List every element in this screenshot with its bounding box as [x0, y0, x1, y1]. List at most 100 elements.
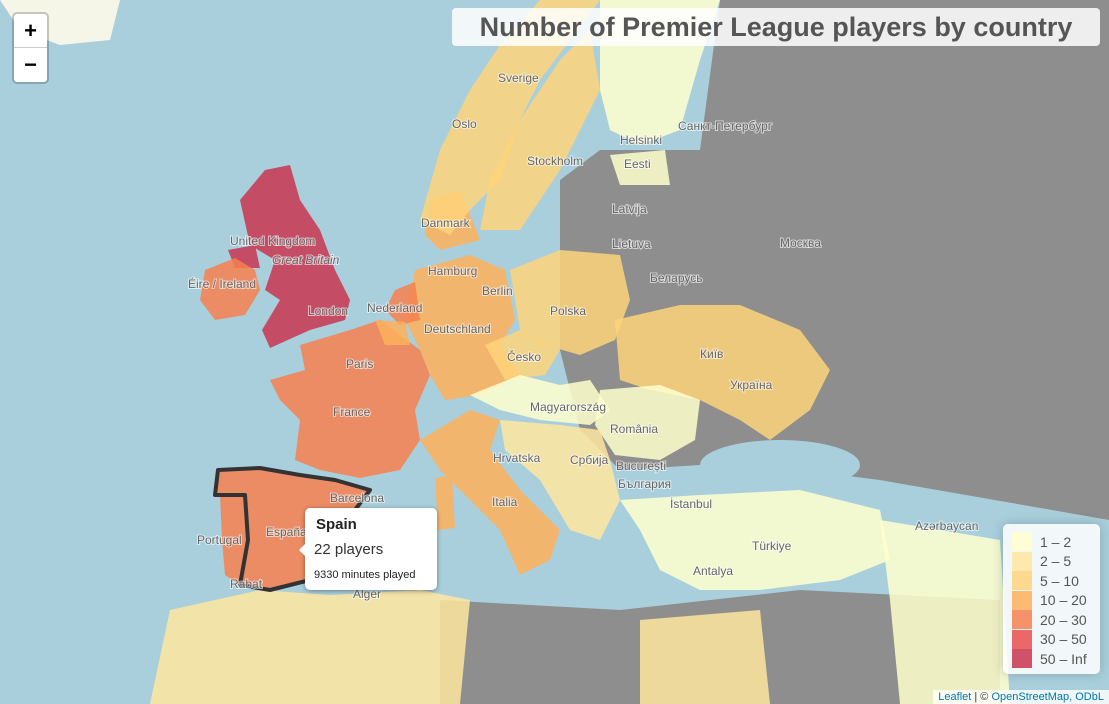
- country[interactable]: [615, 305, 830, 440]
- country[interactable]: [405, 255, 520, 400]
- legend-item: 20 – 30: [1012, 610, 1087, 629]
- popup-minutes: 9330 minutes played: [314, 569, 416, 581]
- country[interactable]: [385, 282, 420, 325]
- place-label: Москва: [780, 236, 821, 250]
- place-label: Éire / Ireland: [188, 276, 256, 291]
- legend: 1 – 2 2 – 5 5 – 10 10 – 20 20 – 30 30 – 50 50 …: [1003, 524, 1100, 674]
- zoom-in-button[interactable]: +: [14, 14, 47, 48]
- place-label: Antalya: [693, 564, 733, 578]
- country[interactable]: [228, 165, 350, 348]
- legend-item: 1 – 2: [1012, 532, 1071, 551]
- legend-item: 10 – 20: [1012, 590, 1087, 610]
- attribution: Leaflet | © OpenStreetMap, ODbL: [933, 690, 1109, 704]
- place-label: Berlin: [482, 284, 513, 298]
- legend-label: 2 – 5: [1040, 553, 1072, 569]
- place-label: Србија: [570, 453, 609, 467]
- place-label: Hrvatska: [493, 451, 541, 465]
- legend-swatch: [1012, 629, 1032, 649]
- place-label: Latvija: [612, 202, 647, 216]
- place-label: Україна: [730, 378, 773, 392]
- place-label: Paris: [346, 357, 373, 371]
- country[interactable]: [485, 330, 560, 380]
- place-label: France: [333, 405, 371, 419]
- legend-swatch: [1012, 649, 1032, 668]
- country[interactable]: [470, 375, 610, 425]
- place-label: Helsinki: [620, 133, 662, 147]
- zoom-control: + −: [12, 12, 49, 84]
- country[interactable]: [150, 590, 470, 704]
- place-label: Portugal: [197, 533, 242, 547]
- attribution-link[interactable]: OpenStreetMap, ODbL: [991, 691, 1104, 703]
- place-label: Türkiye: [752, 539, 792, 553]
- country[interactable]: [510, 250, 630, 355]
- place-label: London: [308, 304, 348, 318]
- popup-tip: [299, 544, 305, 556]
- popup-players: 22 players: [314, 541, 384, 558]
- attribution-link[interactable]: Leaflet: [938, 691, 972, 703]
- country[interactable]: [200, 258, 260, 320]
- country[interactable]: [640, 610, 770, 704]
- country[interactable]: [880, 520, 1010, 704]
- legend-item: 30 – 50: [1012, 629, 1087, 649]
- popup: Spain 22 players 9330 minutes played: [299, 508, 437, 590]
- place-label: Hamburg: [428, 264, 477, 278]
- place-label: Danmark: [421, 216, 471, 230]
- place-label: Alger: [353, 587, 381, 601]
- place-label: Česko: [507, 349, 541, 364]
- place-label: Polska: [550, 304, 586, 318]
- legend-label: 30 – 50: [1040, 631, 1087, 647]
- black-sea: [700, 440, 860, 490]
- country[interactable]: [220, 495, 248, 585]
- legend-swatch: [1012, 551, 1032, 571]
- place-label: United Kingdom: [230, 234, 315, 248]
- legend-swatch: [1012, 532, 1032, 551]
- place-label: Oslo: [452, 117, 477, 131]
- country[interactable]: [500, 420, 620, 540]
- legend-swatch: [1012, 610, 1032, 629]
- country[interactable]: [270, 320, 430, 478]
- place-label: Санкт-Петербург: [678, 119, 773, 133]
- legend-label: 50 – Inf: [1040, 650, 1087, 667]
- country[interactable]: [420, 410, 560, 575]
- place-label: България: [618, 477, 671, 491]
- map-title: Number of Premier League players by coun…: [452, 8, 1100, 46]
- legend-item: 2 – 5: [1012, 551, 1072, 571]
- place-label: Deutschland: [424, 322, 491, 336]
- place-label: București: [616, 459, 666, 473]
- place-label: Rabat: [230, 577, 263, 591]
- place-label: Stockholm: [527, 154, 583, 168]
- legend-label: 5 – 10: [1040, 572, 1079, 589]
- legend-swatch: [1012, 571, 1032, 590]
- attribution-text: | ©: [974, 691, 989, 703]
- country[interactable]: [610, 150, 670, 185]
- place-label: Sverige: [498, 71, 539, 85]
- place-label: İstanbul: [670, 497, 712, 511]
- place-labels: Sverige Oslo Stockholm Helsinki Санкт-Пе…: [187, 70, 979, 602]
- country[interactable]: [595, 385, 700, 460]
- place-label: Great Britain: [272, 253, 340, 267]
- place-label: España: [266, 525, 307, 539]
- place-label: Nederland: [367, 301, 422, 315]
- place-label: Київ: [700, 347, 723, 361]
- zoom-out-button[interactable]: −: [24, 52, 37, 77]
- legend-item: 5 – 10: [1012, 571, 1079, 590]
- place-label: Italia: [492, 495, 518, 509]
- popup-title: Spain: [316, 516, 357, 533]
- place-label: Barcelona: [330, 491, 384, 505]
- place-label: Magyarország: [530, 400, 606, 414]
- place-label: Azərbaycan: [915, 519, 978, 533]
- legend-label: 1 – 2: [1040, 533, 1072, 550]
- place-label: Eesti: [624, 157, 651, 171]
- place-label: România: [610, 422, 658, 436]
- place-label: Беларусь: [650, 271, 702, 285]
- country[interactable]: [375, 320, 410, 345]
- legend-label: 20 – 30: [1040, 611, 1087, 628]
- country[interactable]: [480, 30, 600, 230]
- legend-label: 10 – 20: [1040, 592, 1087, 608]
- country[interactable]: [420, 0, 600, 235]
- country[interactable]: [620, 490, 890, 590]
- legend-item: 50 – Inf: [1012, 649, 1087, 668]
- place-label: Lietuva: [612, 237, 651, 251]
